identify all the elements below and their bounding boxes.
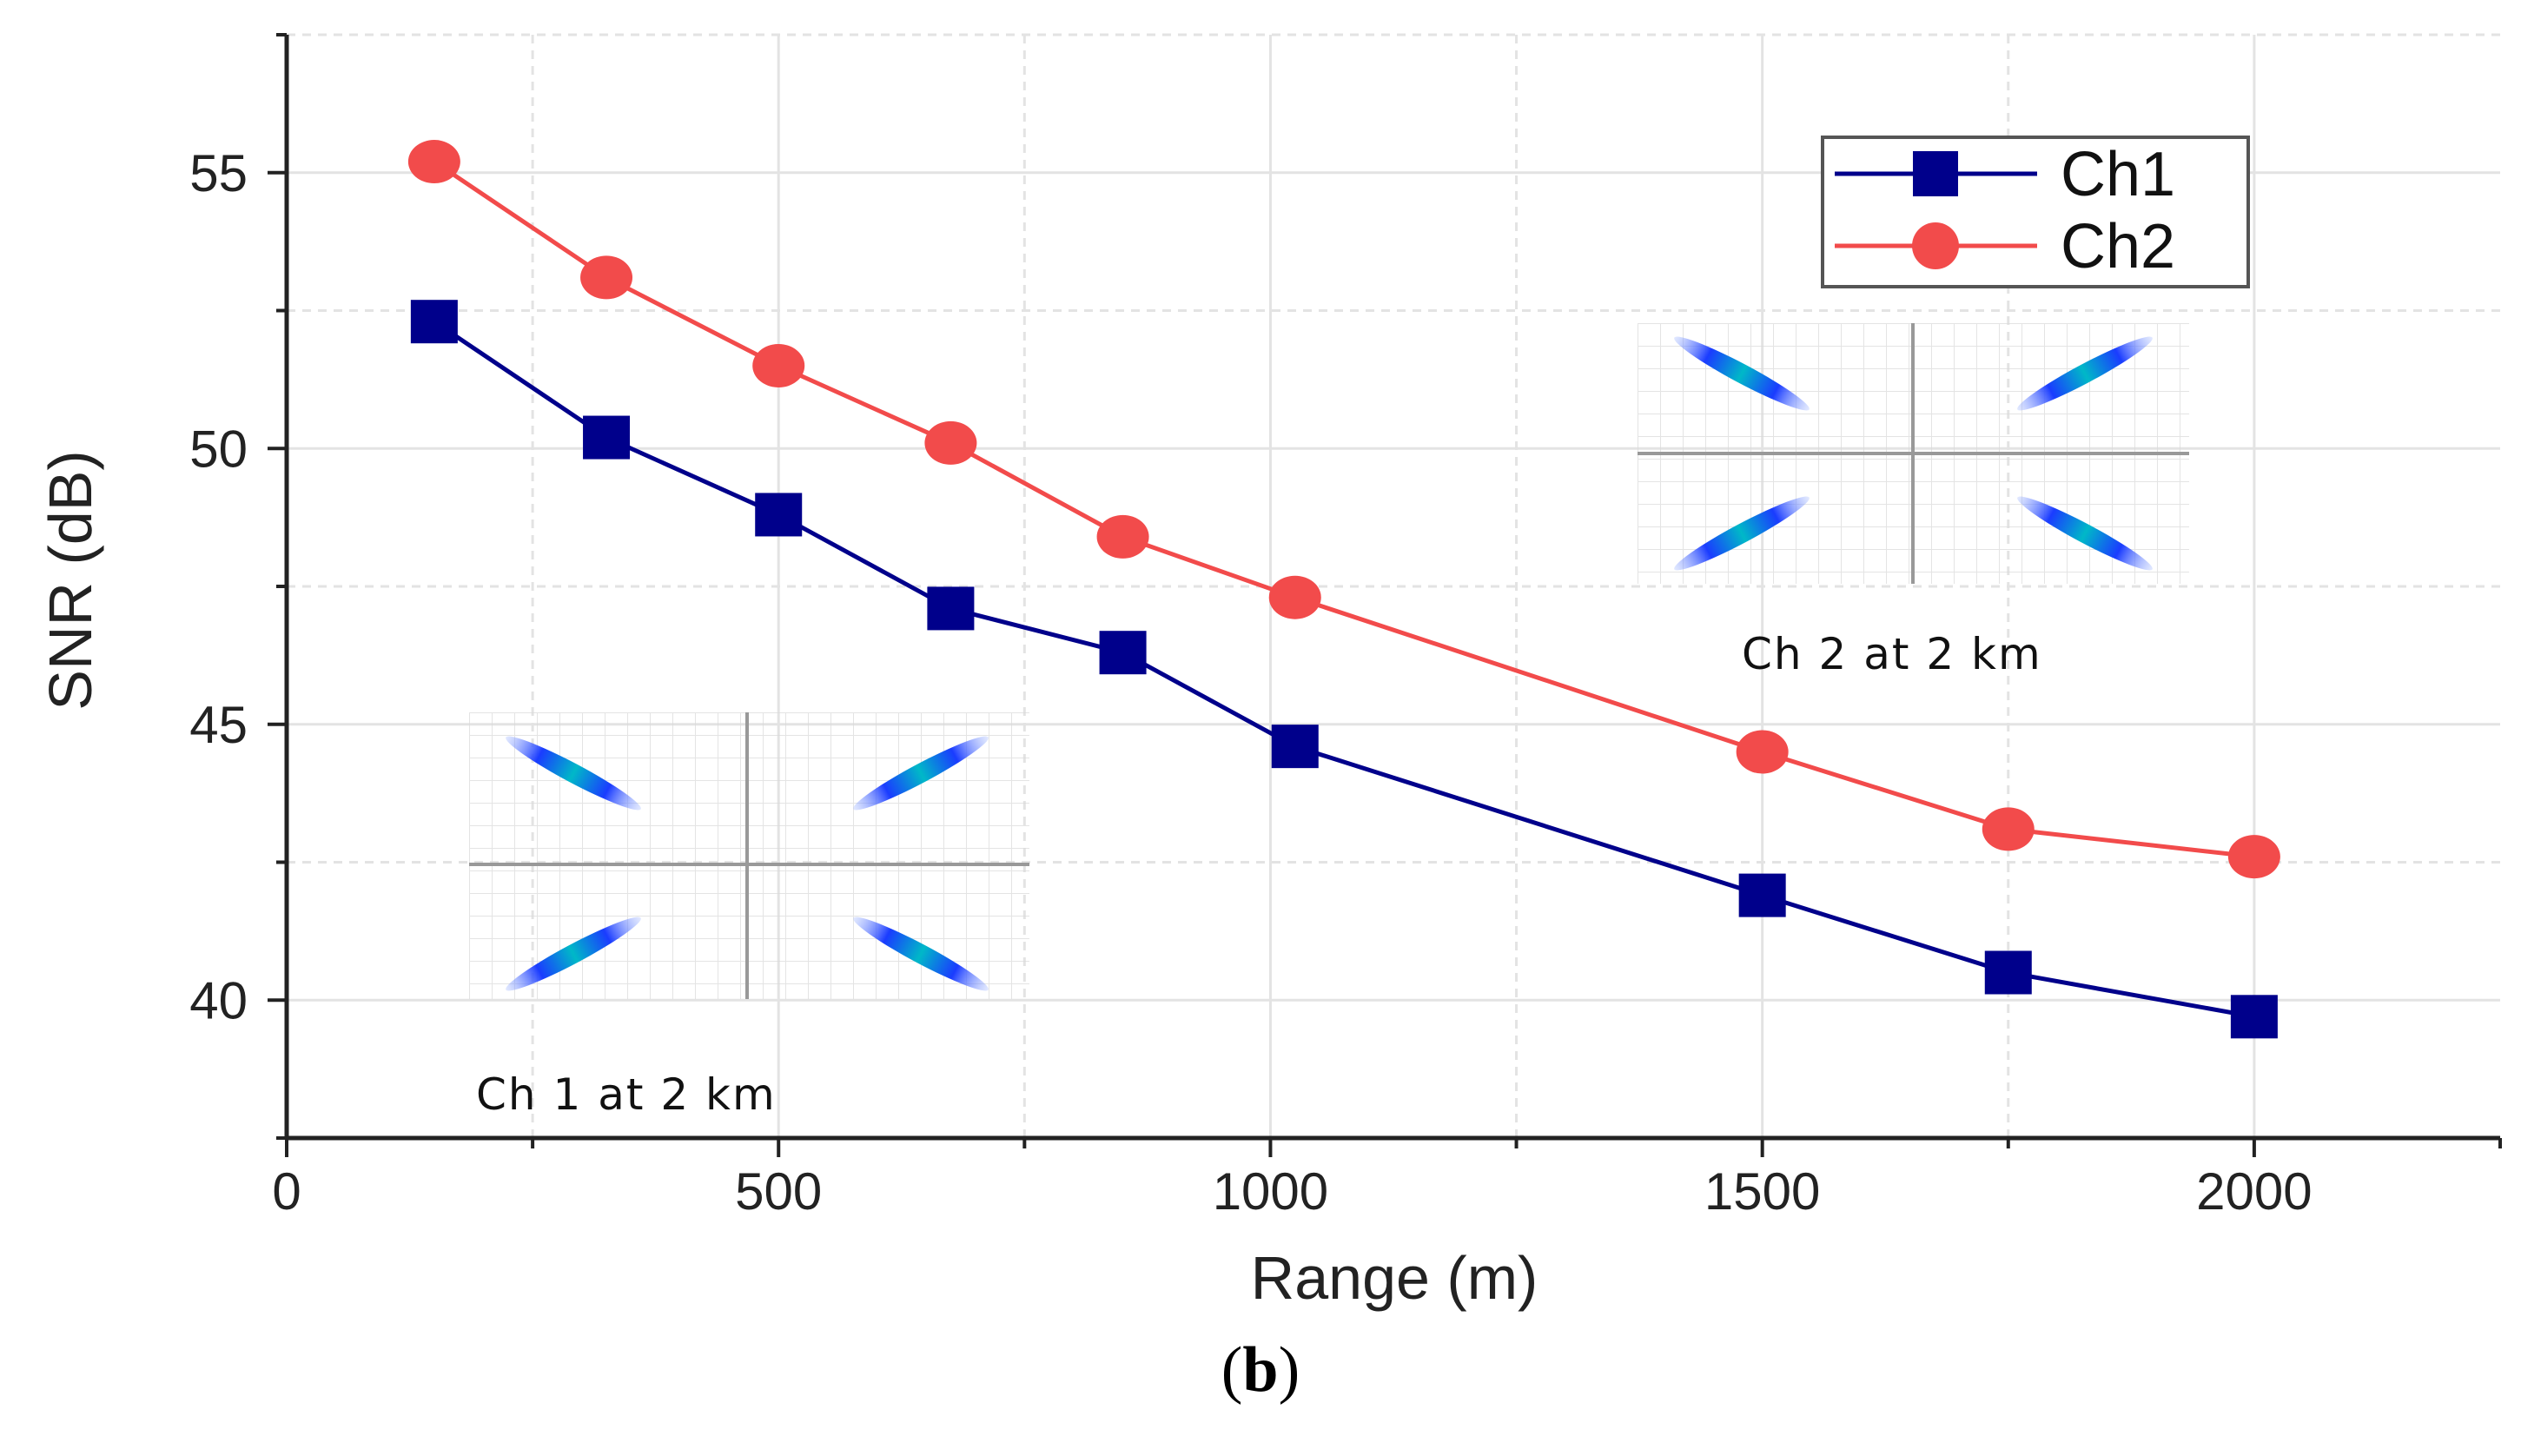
data-point-ch1	[1984, 950, 2032, 995]
legend-marker-ch2	[1912, 222, 1959, 269]
data-point-ch1	[2230, 995, 2278, 1039]
y-tick-label: 50	[189, 420, 248, 478]
legend-label-ch1: Ch1	[2061, 140, 2175, 209]
data-point-ch2	[2227, 835, 2280, 879]
y-tick-label: 40	[189, 971, 248, 1029]
x-tick-label: 500	[735, 1162, 822, 1221]
panel-label-letter: b	[1242, 1334, 1279, 1406]
inset-ch1-constellation	[469, 712, 1029, 999]
panel-label: (b)	[1221, 1334, 1300, 1406]
axes: 0 500 1000 1500 2000 40 45 50 55	[189, 33, 2502, 1221]
legend-label-ch2: Ch2	[2061, 212, 2175, 281]
y-tick-label: 45	[189, 696, 248, 754]
inset-ch2-constellation	[1638, 323, 2189, 584]
y-tick-label: 55	[189, 144, 248, 202]
data-point-ch2	[580, 255, 633, 300]
x-tick-label: 1000	[1213, 1162, 1328, 1221]
inset-ch2-caption: Ch 2 at 2 km	[1742, 629, 2042, 679]
legend: Ch1 Ch2	[1821, 136, 2250, 288]
data-point-ch1	[1271, 725, 1319, 769]
x-tick-label: 0	[272, 1162, 301, 1221]
data-point-ch1	[583, 415, 631, 460]
data-point-ch2	[752, 344, 805, 387]
data-point-ch2	[1982, 807, 2035, 851]
data-point-ch1	[927, 586, 975, 631]
legend-frame	[1821, 136, 2250, 288]
data-point-ch1	[410, 300, 458, 344]
inset-ch1-caption: Ch 1 at 2 km	[476, 1069, 777, 1120]
series-layer	[407, 140, 2280, 1039]
x-tick-label: 2000	[2196, 1162, 2312, 1221]
data-point-ch1	[1099, 631, 1147, 675]
data-point-ch2	[1096, 514, 1149, 559]
data-point-ch1	[1738, 873, 1786, 917]
data-point-ch1	[755, 493, 803, 537]
data-point-ch2	[1268, 575, 1321, 619]
data-point-ch2	[1736, 730, 1789, 774]
legend-marker-ch1	[1913, 151, 1958, 196]
x-axis-title: Range (m)	[1251, 1244, 1538, 1312]
data-point-ch2	[924, 420, 977, 465]
data-point-ch2	[407, 140, 460, 184]
y-axis-title: SNR (dB)	[36, 450, 104, 710]
snr-vs-range-chart: Ch 2 at 2 km Ch 1 at 2 km 0 500 1000 1500 20…	[36, 33, 2502, 1312]
x-tick-label: 1500	[1704, 1162, 1820, 1221]
